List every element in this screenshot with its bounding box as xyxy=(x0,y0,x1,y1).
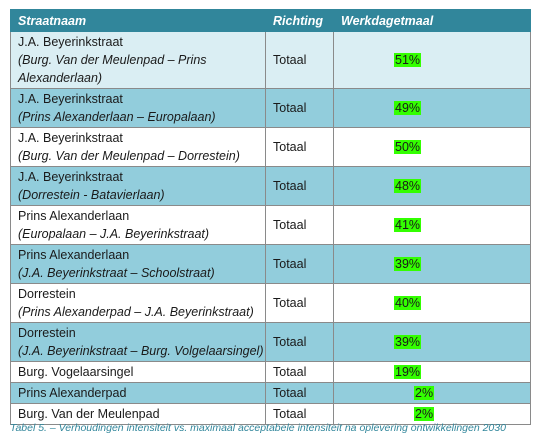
percentage-highlight: 2% xyxy=(414,386,435,400)
percentage-highlight: 39% xyxy=(394,335,422,349)
table-body: J.A. Beyerinkstraat (Burg. Van der Meulen… xyxy=(10,31,531,425)
street-cell: Prins Alexanderlaan (J.A. Beyerinkstraat … xyxy=(10,244,266,284)
richting-cell: Totaal xyxy=(265,166,334,206)
street-segment: (Prins Alexanderlaan – Europalaan) xyxy=(18,110,216,124)
street-segment: (Dorrestein - Batavierlaan) xyxy=(18,188,165,202)
header-straatnaam: Straatnaam xyxy=(10,9,266,32)
richting-cell: Totaal xyxy=(265,244,334,284)
werkdagetmaal-cell: 49% xyxy=(333,88,531,128)
traffic-intensity-table: Straatnaam Richting Werkdagetmaal J.A. B… xyxy=(10,9,531,425)
table-row: Dorrestein (Prins Alexanderpad – J.A. Bey… xyxy=(10,283,531,323)
percentage-highlight: 41% xyxy=(394,218,422,232)
street-cell: J.A. Beyerinkstraat (Burg. Van der Meulen… xyxy=(10,127,266,167)
werkdagetmaal-cell: 2% xyxy=(333,382,531,404)
richting-cell: Totaal xyxy=(265,322,334,362)
werkdagetmaal-cell: 19% xyxy=(333,361,531,383)
table-row: Prins Alexanderlaan (J.A. Beyerinkstraat … xyxy=(10,244,531,284)
street-name: Prins Alexanderlaan xyxy=(18,248,130,262)
street-name: Prins Alexanderpad xyxy=(18,386,127,400)
street-name: Dorrestein xyxy=(18,326,76,340)
street-segment: (Burg. Van der Meulenpad – Prins Alexand… xyxy=(18,53,207,85)
table-caption: Tabel 5. – Verhoudingen intensiteit vs. … xyxy=(10,422,506,434)
percentage-highlight: 19% xyxy=(394,365,422,379)
street-cell: Burg. Van der Meulenpad xyxy=(10,403,266,425)
street-segment: (Prins Alexanderpad – J.A. Beyerinkstraa… xyxy=(18,305,254,319)
street-name: Burg. Vogelaarsingel xyxy=(18,365,134,379)
werkdagetmaal-cell: 40% xyxy=(333,283,531,323)
street-cell: J.A. Beyerinkstraat (Prins Alexanderlaan … xyxy=(10,88,266,128)
werkdagetmaal-cell: 51% xyxy=(333,31,531,89)
table-row: J.A. Beyerinkstraat (Burg. Van der Meulen… xyxy=(10,31,531,89)
table-row: Burg. Vogelaarsingel Totaal 19% xyxy=(10,361,531,383)
table-row: Burg. Van der Meulenpad Totaal 2% xyxy=(10,403,531,425)
richting-cell: Totaal xyxy=(265,205,334,245)
street-name: J.A. Beyerinkstraat xyxy=(18,170,123,184)
street-name: Prins Alexanderlaan xyxy=(18,209,130,223)
street-name: Dorrestein xyxy=(18,287,76,301)
street-name: J.A. Beyerinkstraat xyxy=(18,35,123,49)
street-cell: Dorrestein (J.A. Beyerinkstraat – Burg. V… xyxy=(10,322,266,362)
street-segment: (J.A. Beyerinkstraat – Schoolstraat) xyxy=(18,266,215,280)
table-row: J.A. Beyerinkstraat (Burg. Van der Meulen… xyxy=(10,127,531,167)
werkdagetmaal-cell: 48% xyxy=(333,166,531,206)
richting-cell: Totaal xyxy=(265,127,334,167)
street-name: J.A. Beyerinkstraat xyxy=(18,131,123,145)
street-cell: J.A. Beyerinkstraat (Burg. Van der Meulen… xyxy=(10,31,266,89)
street-name: Burg. Van der Meulenpad xyxy=(18,407,160,421)
table-header-row: Straatnaam Richting Werkdagetmaal xyxy=(10,9,531,32)
street-cell: J.A. Beyerinkstraat (Dorrestein - Batavie… xyxy=(10,166,266,206)
street-cell: Dorrestein (Prins Alexanderpad – J.A. Bey… xyxy=(10,283,266,323)
traffic-table-container: Straatnaam Richting Werkdagetmaal J.A. B… xyxy=(10,9,531,425)
richting-cell: Totaal xyxy=(265,31,334,89)
percentage-highlight: 51% xyxy=(394,53,422,67)
table-row: J.A. Beyerinkstraat (Prins Alexanderlaan … xyxy=(10,88,531,128)
percentage-highlight: 48% xyxy=(394,179,422,193)
header-werkdagetmaal: Werkdagetmaal xyxy=(333,9,531,32)
table-row: J.A. Beyerinkstraat (Dorrestein - Batavie… xyxy=(10,166,531,206)
richting-cell: Totaal xyxy=(265,361,334,383)
werkdagetmaal-cell: 50% xyxy=(333,127,531,167)
richting-cell: Totaal xyxy=(265,382,334,404)
table-row: Prins Alexanderlaan (Europalaan – J.A. Be… xyxy=(10,205,531,245)
werkdagetmaal-cell: 39% xyxy=(333,244,531,284)
header-richting: Richting xyxy=(265,9,334,32)
percentage-highlight: 2% xyxy=(414,407,435,421)
street-name: J.A. Beyerinkstraat xyxy=(18,92,123,106)
street-cell: Prins Alexanderpad xyxy=(10,382,266,404)
table-row: Dorrestein (J.A. Beyerinkstraat – Burg. V… xyxy=(10,322,531,362)
percentage-highlight: 49% xyxy=(394,101,422,115)
werkdagetmaal-cell: 2% xyxy=(333,403,531,425)
percentage-highlight: 50% xyxy=(394,140,422,154)
percentage-highlight: 39% xyxy=(394,257,422,271)
percentage-highlight: 40% xyxy=(394,296,422,310)
street-segment: (Europalaan – J.A. Beyerinkstraat) xyxy=(18,227,210,241)
richting-cell: Totaal xyxy=(265,403,334,425)
street-segment: (J.A. Beyerinkstraat – Burg. Volgelaarsi… xyxy=(18,344,264,358)
street-cell: Prins Alexanderlaan (Europalaan – J.A. Be… xyxy=(10,205,266,245)
werkdagetmaal-cell: 41% xyxy=(333,205,531,245)
street-cell: Burg. Vogelaarsingel xyxy=(10,361,266,383)
richting-cell: Totaal xyxy=(265,88,334,128)
street-segment: (Burg. Van der Meulenpad – Dorrestein) xyxy=(18,149,240,163)
werkdagetmaal-cell: 39% xyxy=(333,322,531,362)
richting-cell: Totaal xyxy=(265,283,334,323)
table-row: Prins Alexanderpad Totaal 2% xyxy=(10,382,531,404)
